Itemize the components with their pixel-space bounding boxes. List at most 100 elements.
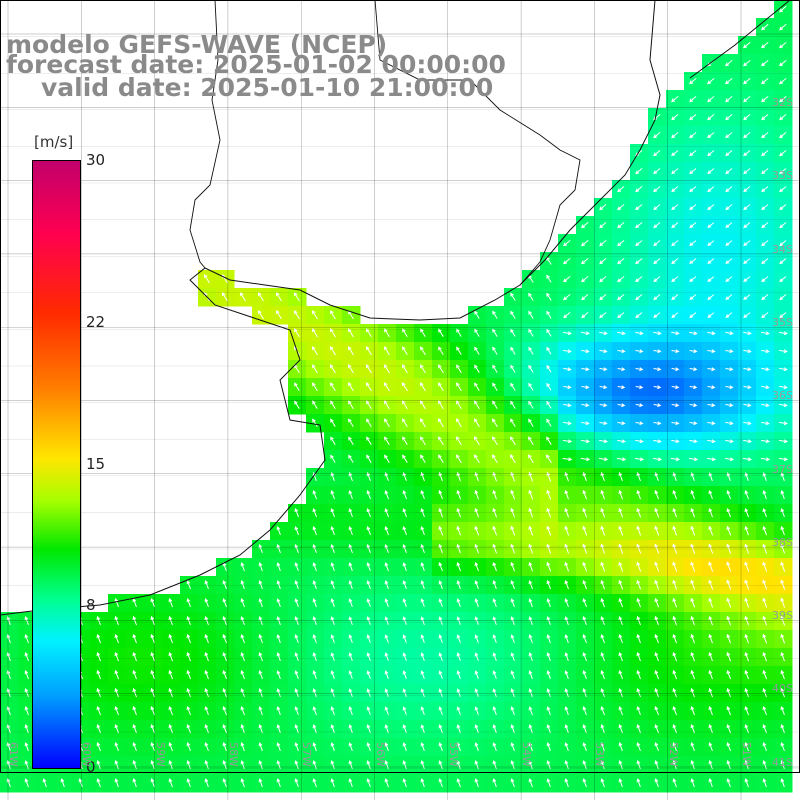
wind-arrow <box>564 489 569 500</box>
wind-arrow <box>366 562 371 572</box>
wind-arrow <box>580 457 591 462</box>
wind-arrow <box>221 292 228 302</box>
wind-arrow <box>258 724 263 734</box>
wind-arrow <box>743 421 752 426</box>
wind-arrow <box>258 706 263 716</box>
wind-arrow <box>724 457 735 462</box>
wind-arrow <box>456 364 462 374</box>
wind-arrow <box>293 310 300 320</box>
wind-arrow <box>474 760 479 770</box>
wind-arrow <box>366 508 371 518</box>
wind-arrow <box>528 310 534 319</box>
wind-arrow <box>653 312 661 319</box>
wind-arrow <box>510 688 515 698</box>
wind-arrow <box>743 96 751 103</box>
wind-arrow <box>276 742 281 752</box>
wind-arrow <box>384 436 390 446</box>
wind-arrow <box>528 525 534 536</box>
wind-arrow <box>384 328 390 338</box>
wind-arrow <box>384 724 389 734</box>
wind-arrow <box>690 489 695 500</box>
wind-arrow <box>708 724 713 734</box>
wind-arrow <box>474 724 479 734</box>
wind-arrow <box>690 615 695 626</box>
wind-arrow <box>222 742 227 752</box>
wind-arrow <box>294 382 300 392</box>
wind-arrow <box>707 294 715 301</box>
wind-arrow <box>330 310 336 320</box>
wind-arrow <box>725 312 733 319</box>
wind-arrow <box>582 706 587 716</box>
wind-arrow <box>402 760 407 770</box>
wind-arrow <box>312 382 318 392</box>
wind-arrow <box>582 688 587 698</box>
wind-arrow <box>438 525 444 536</box>
wind-arrow <box>599 385 608 390</box>
map-title: modelo GEFS-WAVE (NCEP) <box>6 30 388 59</box>
wind-arrow <box>671 258 679 265</box>
wind-arrow <box>348 706 353 716</box>
wind-arrow <box>438 489 443 500</box>
longitude-label: 55W <box>446 742 460 767</box>
wind-arrow <box>563 331 572 336</box>
wind-arrow <box>438 598 443 607</box>
wind-arrow <box>635 331 644 336</box>
wind-arrow <box>366 526 371 536</box>
wind-arrow <box>779 240 787 247</box>
wind-arrow <box>654 579 660 590</box>
wind-arrow <box>384 688 389 697</box>
wind-arrow <box>366 742 371 752</box>
wind-arrow <box>672 525 678 536</box>
wind-arrow <box>330 616 335 626</box>
wind-arrow <box>635 421 644 426</box>
wind-arrow <box>671 276 679 283</box>
wind-arrow <box>707 186 715 193</box>
wind-arrow <box>366 706 371 715</box>
wind-arrow <box>690 472 695 482</box>
wind-arrow <box>402 688 407 697</box>
wind-arrow <box>672 597 678 608</box>
wind-arrow <box>474 400 480 410</box>
wind-arrow <box>780 778 785 788</box>
wind-arrow <box>618 471 623 482</box>
wind-arrow <box>419 400 426 410</box>
longitude-label: 58W <box>226 742 240 767</box>
wind-arrow <box>671 403 680 408</box>
wind-arrow <box>600 543 606 554</box>
wind-arrow <box>456 706 461 715</box>
wind-arrow <box>726 687 731 698</box>
wind-arrow <box>492 778 497 788</box>
wind-arrow <box>204 669 209 680</box>
wind-arrow <box>42 778 47 788</box>
wind-arrow <box>420 742 425 752</box>
wind-arrow <box>348 472 353 482</box>
wind-arrow <box>312 400 318 410</box>
wind-arrow <box>689 385 698 390</box>
wind-arrow <box>779 186 787 193</box>
wind-arrow <box>456 561 461 572</box>
wind-arrow <box>240 742 245 752</box>
wind-arrow <box>726 597 732 608</box>
wind-arrow <box>708 579 714 590</box>
wind-arrow <box>600 724 605 734</box>
wind-arrow <box>456 670 461 679</box>
wind-arrow <box>725 439 734 444</box>
colorbar-tick-label: 15 <box>86 454 106 473</box>
wind-arrow <box>760 23 769 31</box>
wind-arrow <box>617 186 625 193</box>
wind-arrow <box>222 634 227 644</box>
wind-arrow <box>456 418 462 428</box>
wind-arrow <box>707 385 716 390</box>
latitude-label: 38S <box>772 535 793 549</box>
wind-arrow <box>204 742 209 752</box>
latitude-label: 36S <box>772 389 793 403</box>
wind-arrow <box>744 543 750 554</box>
wind-arrow <box>762 724 767 734</box>
wind-arrow <box>690 633 695 644</box>
wind-arrow <box>599 240 607 247</box>
wind-arrow <box>420 346 426 356</box>
wind-arrow <box>366 670 371 679</box>
wind-arrow <box>689 186 697 193</box>
wind-arrow <box>743 222 751 229</box>
wind-arrow <box>671 150 679 157</box>
